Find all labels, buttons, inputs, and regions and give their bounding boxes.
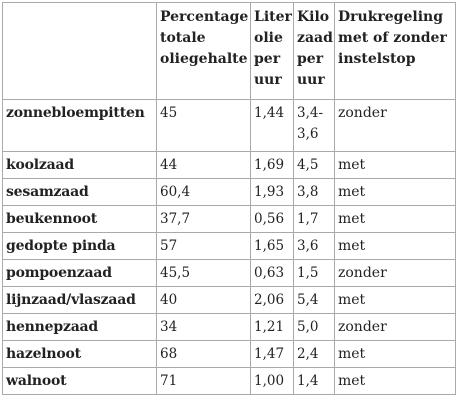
row-name: hennepzaad <box>2 313 157 341</box>
row-name: koolzaad <box>2 151 157 179</box>
oil-yield-table: Percentage totale oliegehalte Liter olie… <box>2 2 456 395</box>
row-oil-percentage: 68 <box>156 340 251 368</box>
row-pressure-control: met <box>334 232 456 260</box>
row-kilo-per-hour: 3,8 <box>293 178 335 206</box>
table-row: lijnzaad/vlaszaad 40 2,06 5,4 met <box>2 286 456 314</box>
row-liters-per-hour: 1,21 <box>250 313 294 341</box>
row-pressure-control: met <box>334 367 456 395</box>
table-row: koolzaad 44 1,69 4,5 met <box>2 151 456 179</box>
row-pressure-control: zonder <box>334 99 456 152</box>
row-kilo-per-hour: 4,5 <box>293 151 335 179</box>
row-kilo-per-hour: 3,6 <box>293 232 335 260</box>
row-name: walnoot <box>2 367 157 395</box>
row-oil-percentage: 45,5 <box>156 259 251 287</box>
header-oil-percentage: Percentage totale oliegehalte <box>156 2 251 100</box>
header-pressure-control: Drukregeling met of zonder instelstop <box>334 2 456 100</box>
row-oil-percentage: 57 <box>156 232 251 260</box>
header-kilo-per-hour: Kilo zaad per uur <box>293 2 335 100</box>
row-kilo-per-hour: 1,4 <box>293 367 335 395</box>
row-liters-per-hour: 1,69 <box>250 151 294 179</box>
row-pressure-control: met <box>334 286 456 314</box>
row-liters-per-hour: 1,65 <box>250 232 294 260</box>
row-kilo-per-hour: 5,0 <box>293 313 335 341</box>
row-pressure-control: zonder <box>334 259 456 287</box>
row-kilo-per-hour: 5,4 <box>293 286 335 314</box>
row-liters-per-hour: 0,63 <box>250 259 294 287</box>
row-pressure-control: met <box>334 151 456 179</box>
row-liters-per-hour: 1,00 <box>250 367 294 395</box>
row-name: gedopte pinda <box>2 232 157 260</box>
row-name: sesamzaad <box>2 178 157 206</box>
table-row: hazelnoot 68 1,47 2,4 met <box>2 340 456 368</box>
row-kilo-per-hour: 3,4-3,6 <box>293 99 335 152</box>
header-corner <box>2 2 157 100</box>
row-liters-per-hour: 0,56 <box>250 205 294 233</box>
table-row: beukennoot 37,7 0,56 1,7 met <box>2 205 456 233</box>
row-name: lijnzaad/vlaszaad <box>2 286 157 314</box>
row-kilo-per-hour: 2,4 <box>293 340 335 368</box>
table-row: sesamzaad 60,4 1,93 3,8 met <box>2 178 456 206</box>
row-oil-percentage: 34 <box>156 313 251 341</box>
row-name: beukennoot <box>2 205 157 233</box>
table-row: zonnebloempitten 45 1,44 3,4-3,6 zonder <box>2 99 456 152</box>
table-row: hennepzaad 34 1,21 5,0 zonder <box>2 313 456 341</box>
row-kilo-per-hour: 1,5 <box>293 259 335 287</box>
row-oil-percentage: 45 <box>156 99 251 152</box>
header-liters-per-hour: Liter olie per uur <box>250 2 294 100</box>
row-oil-percentage: 71 <box>156 367 251 395</box>
row-liters-per-hour: 2,06 <box>250 286 294 314</box>
table-row: walnoot 71 1,00 1,4 met <box>2 367 456 395</box>
row-pressure-control: met <box>334 340 456 368</box>
row-oil-percentage: 60,4 <box>156 178 251 206</box>
row-name: pompoenzaad <box>2 259 157 287</box>
row-pressure-control: met <box>334 178 456 206</box>
row-pressure-control: met <box>334 205 456 233</box>
table-row: pompoenzaad 45,5 0,63 1,5 zonder <box>2 259 456 287</box>
table-header-row: Percentage totale oliegehalte Liter olie… <box>2 2 456 100</box>
row-name: zonnebloempitten <box>2 99 157 152</box>
row-liters-per-hour: 1,93 <box>250 178 294 206</box>
row-oil-percentage: 37,7 <box>156 205 251 233</box>
row-liters-per-hour: 1,47 <box>250 340 294 368</box>
row-oil-percentage: 44 <box>156 151 251 179</box>
row-kilo-per-hour: 1,7 <box>293 205 335 233</box>
table-row: gedopte pinda 57 1,65 3,6 met <box>2 232 456 260</box>
row-pressure-control: zonder <box>334 313 456 341</box>
row-liters-per-hour: 1,44 <box>250 99 294 152</box>
row-oil-percentage: 40 <box>156 286 251 314</box>
row-name: hazelnoot <box>2 340 157 368</box>
